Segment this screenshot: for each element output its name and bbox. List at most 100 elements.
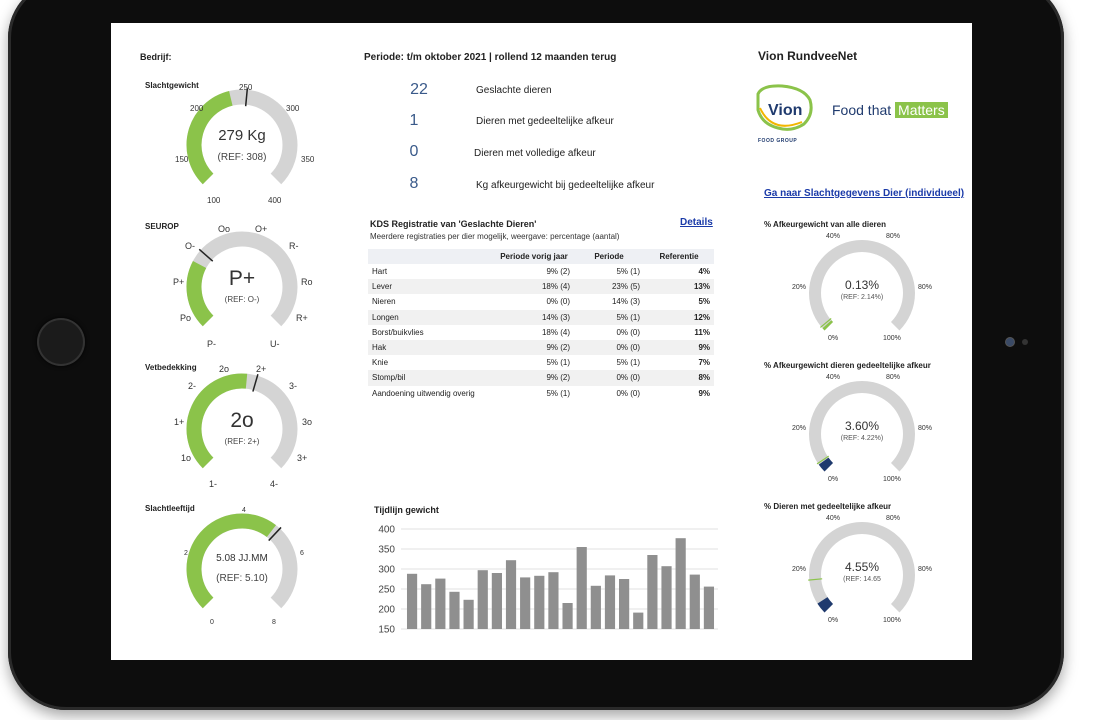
seurop-gauge: [186, 231, 298, 327]
fat-value: 2o: [230, 409, 254, 432]
row-cur: 0% (0): [616, 327, 640, 337]
row-ref: 5%: [698, 297, 710, 307]
bar: [491, 573, 502, 629]
sensor-dot: [1022, 339, 1028, 345]
mini-tick: 80%: [918, 566, 933, 573]
tagline: Food that Matters: [832, 102, 948, 118]
logo-sub: FOOD GROUP: [758, 138, 798, 144]
fat-tick: 3-: [289, 381, 298, 391]
mini-gauge-ref: (REF: 4.22%): [840, 435, 884, 442]
weight-ref: (REF: 308): [217, 152, 267, 163]
home-button[interactable]: [37, 318, 85, 366]
seurop-ref: (REF: O-): [224, 295, 260, 304]
seurop-tick: P+: [173, 277, 185, 287]
mini-tick: 40%: [826, 233, 841, 240]
seurop-tick: U-: [270, 339, 280, 349]
kpi-label: Kg afkeurgewicht bij gedeeltelijke afkeu…: [476, 180, 655, 191]
bar: [562, 603, 573, 629]
weight-gauge-title: Slachtgewicht: [145, 81, 199, 90]
table-header: Referentie: [644, 249, 714, 264]
weight-gauge: [186, 88, 298, 185]
kds-title: KDS Registratie van 'Geslachte Dieren': [370, 219, 537, 229]
mini-gauge-3: [808, 522, 915, 613]
table-header: [368, 249, 494, 264]
bar: [633, 612, 644, 629]
tagline-highlight: Matters: [895, 102, 948, 118]
mini-tick: 80%: [886, 515, 901, 522]
details-link[interactable]: Details: [680, 217, 713, 228]
row-name: Hart: [372, 267, 388, 277]
mini-tick: 100%: [883, 617, 901, 624]
kpi-value: 0: [409, 143, 419, 160]
row-cur: 5% (1): [616, 358, 640, 368]
y-tick-label: 200: [378, 605, 395, 616]
age-gauge: [186, 513, 298, 609]
row-name: Borst/buikvlies: [372, 327, 424, 337]
row-ref: 7%: [698, 358, 710, 368]
fat-tick: 3o: [302, 417, 313, 427]
company-label: Bedrijf:: [140, 52, 172, 62]
row-cur: 23% (5): [574, 279, 644, 295]
row-name: Knie: [372, 358, 389, 368]
fat-gauge-title: Vetbedekking: [145, 363, 197, 372]
bar: [477, 570, 488, 629]
table-row: Hart 9% (2) 5% (1) 4%: [368, 264, 714, 279]
mini-gauge-title: % Afkeurgewicht van alle dieren: [764, 220, 886, 229]
seurop-tick: R+: [296, 313, 308, 323]
age-ref: (REF: 5.10): [216, 573, 268, 584]
row-ref: 9%: [698, 388, 710, 398]
table-row: Nieren 0% (0) 14% (3) 5%: [368, 294, 714, 309]
fat-tick: 3+: [297, 453, 308, 463]
bar: [435, 578, 446, 629]
weight-tick: 300: [286, 104, 300, 113]
seurop-value: P+: [228, 267, 256, 290]
weight-tick: 250: [239, 83, 253, 92]
seurop-gauge-title: SEUROP: [145, 222, 179, 231]
kpi-label: Dieren met gedeeltelijke afkeur: [476, 116, 614, 127]
mini-gauge-1: [809, 240, 915, 331]
row-prev: 5% (1): [546, 358, 570, 368]
tagline-part: Food that: [832, 102, 892, 118]
y-tick-label: 300: [378, 565, 395, 576]
mini-gauge-ref: (REF: 2.14%): [840, 294, 884, 301]
animal-details-link[interactable]: Ga naar Slachtgegevens Dier (individueel…: [764, 188, 965, 199]
fat-tick: 1o: [181, 453, 192, 463]
mini-tick: 100%: [883, 476, 901, 483]
kds-table: Periode vorig jaar Periode Referentie Ha…: [368, 249, 714, 401]
age-tick: 2: [184, 550, 188, 557]
row-cur: 0% (0): [574, 370, 644, 386]
y-tick-label: 150: [378, 625, 395, 636]
table-row: Stomp/bil 9% (2) 0% (0) 8%: [368, 370, 714, 386]
age-tick: 8: [272, 619, 276, 626]
kpi-label: Dieren met volledige afkeur: [474, 148, 596, 159]
mini-tick: 0%: [828, 476, 839, 483]
row-ref: 4%: [698, 267, 710, 277]
seurop-tick: R-: [289, 241, 299, 251]
mini-tick: 20%: [792, 425, 807, 432]
row-ref: 8%: [644, 370, 714, 386]
bar: [703, 586, 715, 629]
mini-gauge-2: [809, 381, 915, 472]
kpi-value: 22: [410, 81, 428, 98]
row-cur: 0% (0): [574, 339, 644, 356]
logo-text: Vion: [768, 102, 802, 119]
row-cur: 5% (1): [574, 309, 644, 325]
y-tick-label: 250: [378, 585, 395, 596]
fat-gauge: [186, 373, 298, 469]
mini-tick: 0%: [828, 617, 839, 624]
kpi-value: 8: [409, 175, 419, 192]
mini-tick: 80%: [886, 233, 901, 240]
seurop-tick: Oo: [218, 224, 231, 234]
table-row: Hak 9% (2) 0% (0) 9%: [368, 339, 714, 356]
row-ref: 12%: [644, 309, 714, 325]
bar: [463, 599, 474, 629]
bar: [647, 555, 658, 629]
fat-tick: 1-: [209, 479, 218, 489]
row-name: Lever: [368, 279, 494, 295]
table-row: Knie 5% (1) 5% (1) 7%: [368, 355, 714, 370]
mini-tick: 20%: [792, 566, 807, 573]
weight-tick: 200: [190, 104, 204, 113]
row-name: Nieren: [372, 297, 396, 307]
seurop-tick: Ro: [301, 277, 313, 287]
mini-gauge-value: 0.13%: [844, 278, 880, 292]
